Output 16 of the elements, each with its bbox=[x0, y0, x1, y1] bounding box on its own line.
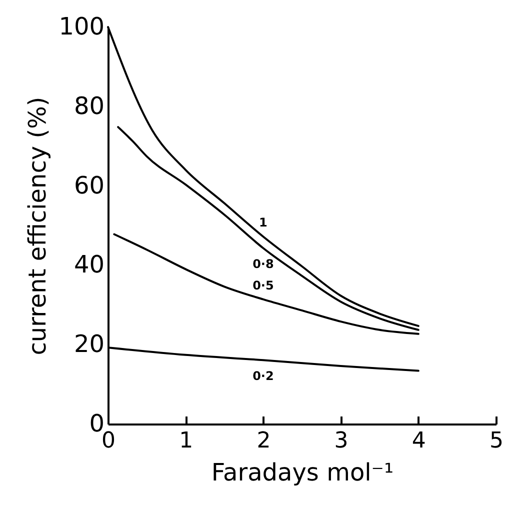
x-tick-label: 5 bbox=[490, 428, 504, 454]
x-tick-label: 4 bbox=[412, 428, 426, 454]
y-tick-label: 80 bbox=[74, 92, 104, 120]
y-tick-label: 100 bbox=[58, 12, 104, 40]
y-tick-label: 60 bbox=[74, 171, 104, 200]
x-tick-label: 1 bbox=[179, 428, 194, 454]
x-tick-label: 3 bbox=[334, 428, 348, 454]
y-tick-label: 40 bbox=[74, 250, 104, 279]
x-tick-label: 2 bbox=[256, 428, 271, 454]
y-axis-title: current efficiency (%) bbox=[24, 96, 52, 356]
series-label: 1 bbox=[259, 216, 268, 230]
series-label: 0·5 bbox=[252, 278, 274, 292]
series-label: 0·2 bbox=[252, 369, 274, 384]
x-axis-title: Faradays mol⁻¹ bbox=[211, 458, 394, 486]
series-label: 0·8 bbox=[252, 257, 274, 272]
y-tick-label: 20 bbox=[74, 330, 104, 358]
